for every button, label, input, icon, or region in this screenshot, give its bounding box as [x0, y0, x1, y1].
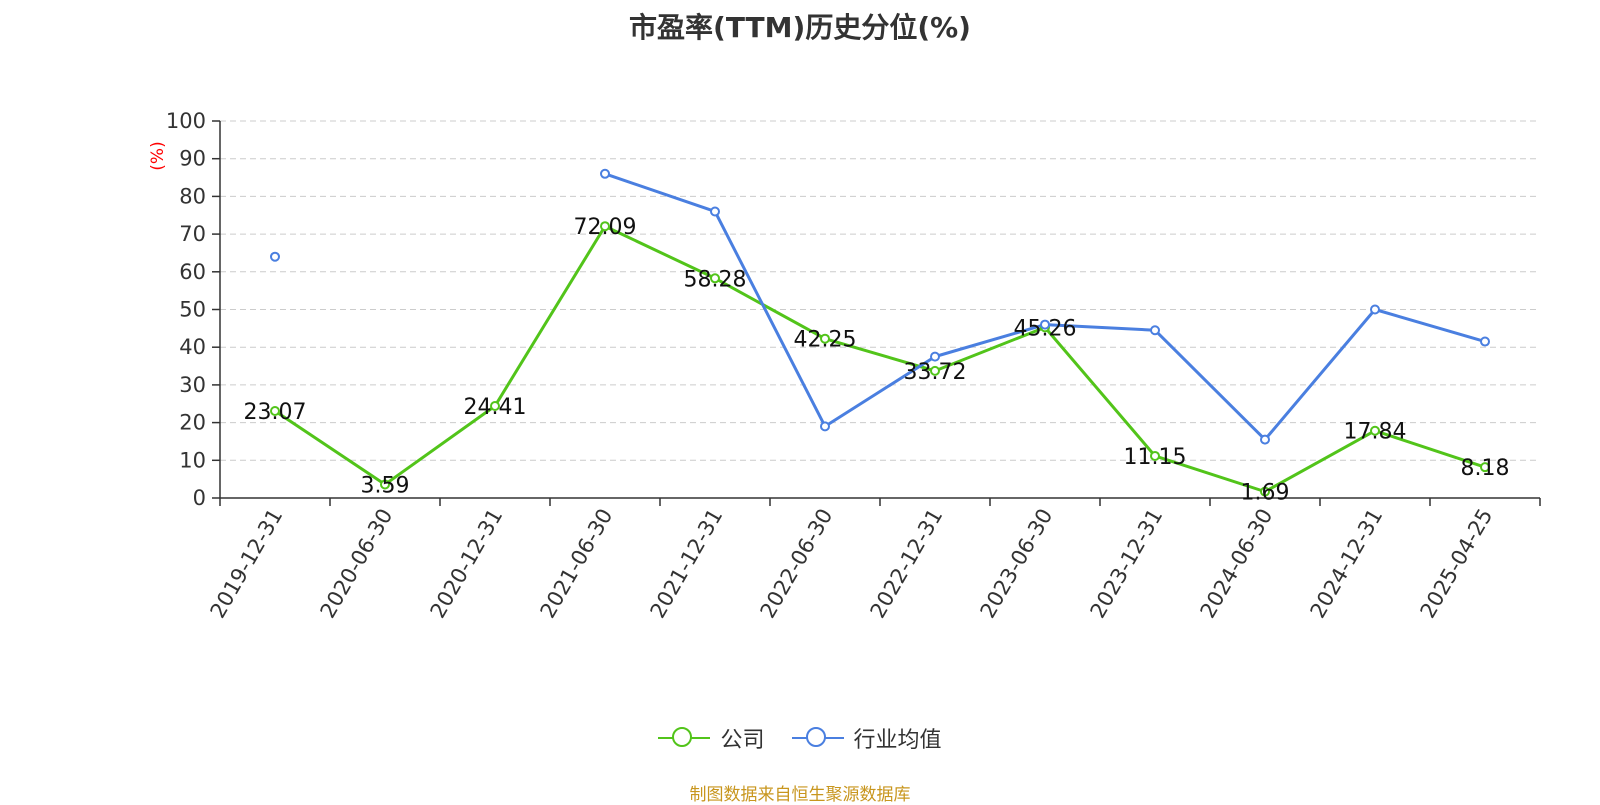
x-tick-label: 2022-06-30 — [756, 505, 838, 623]
data-point-1 — [930, 351, 940, 362]
legend-label-industry-average: 行业均值 — [853, 728, 942, 753]
data-label: 24.41 — [464, 395, 527, 420]
x-tick-label: 2025-04-25 — [1416, 505, 1498, 623]
x-tick-label: 2021-06-30 — [536, 505, 618, 623]
data-point-0 — [820, 333, 830, 344]
data-point-0 — [1150, 450, 1160, 461]
data-point-1 — [820, 421, 830, 432]
chart-title: 市盈率(TTM)历史分位(%) — [629, 11, 971, 44]
x-tick-label: 2023-06-30 — [976, 505, 1058, 623]
data-point-0 — [380, 479, 390, 490]
source-note: 制图数据来自恒生聚源数据库 — [689, 785, 911, 805]
series-line-0 — [274, 224, 1486, 494]
data-point-0 — [1480, 462, 1490, 473]
data-label: 3.59 — [361, 473, 410, 498]
data-point-1 — [1150, 325, 1160, 336]
x-tick-label: 2020-06-30 — [316, 505, 398, 623]
data-label: 58.28 — [684, 267, 747, 292]
y-tick-label: 20 — [179, 411, 206, 435]
data-point-1 — [710, 206, 720, 217]
legend-item-industry-average[interactable]: 行业均值 — [791, 722, 942, 754]
data-label: 8.18 — [1461, 456, 1510, 481]
y-tick-label: 90 — [179, 147, 206, 171]
data-point-0 — [930, 365, 940, 376]
y-tick-label: 0 — [193, 486, 206, 510]
y-tick-label: 40 — [179, 335, 206, 359]
data-label: 11.15 — [1124, 445, 1187, 470]
y-tick-label: 50 — [179, 298, 206, 322]
x-tick-label: 2022-12-31 — [866, 505, 948, 623]
legend-line-circle-icon — [791, 725, 844, 751]
data-label: 42.25 — [794, 328, 857, 353]
data-point-0 — [710, 273, 720, 284]
y-tick-label: 70 — [179, 222, 206, 246]
x-tick-label: 2024-12-31 — [1306, 505, 1388, 623]
data-point-1 — [1480, 336, 1490, 347]
y-tick-label: 30 — [179, 373, 206, 397]
data-label: 1.69 — [1241, 481, 1290, 506]
data-label: 17.84 — [1344, 420, 1407, 445]
data-point-0 — [270, 406, 280, 417]
y-tick-label: 60 — [179, 260, 206, 284]
y-axis-label: (%) — [148, 141, 168, 170]
data-label: 45.26 — [1014, 316, 1077, 341]
legend-label-company: 公司 — [720, 728, 765, 753]
data-point-1 — [1260, 434, 1270, 445]
data-point-1 — [600, 168, 610, 179]
legend: 公司 行业均值 — [0, 722, 1600, 757]
x-tick-label: 2020-12-31 — [426, 505, 508, 623]
data-point-1 — [270, 251, 280, 262]
y-tick-label: 100 — [166, 109, 206, 133]
data-label: 23.07 — [244, 400, 307, 425]
series-line-1 — [604, 172, 1486, 442]
x-tick-label: 2023-12-31 — [1086, 505, 1168, 623]
x-tick-label: 2019-12-31 — [206, 505, 288, 623]
data-label: 33.72 — [904, 360, 967, 385]
data-point-0 — [1370, 425, 1380, 436]
legend-item-company[interactable]: 公司 — [658, 722, 765, 754]
x-tick-label: 2021-12-31 — [646, 505, 728, 623]
data-point-0 — [490, 400, 500, 411]
data-point-1 — [1370, 304, 1380, 315]
data-label: 72.09 — [574, 215, 637, 240]
data-point-1 — [1040, 319, 1050, 330]
y-tick-label: 10 — [179, 448, 206, 472]
data-point-0 — [600, 221, 610, 232]
x-tick-label: 2024-06-30 — [1196, 505, 1278, 623]
data-point-0 — [1260, 486, 1270, 497]
y-tick-label: 80 — [179, 184, 206, 208]
legend-line-circle-icon — [658, 725, 711, 751]
